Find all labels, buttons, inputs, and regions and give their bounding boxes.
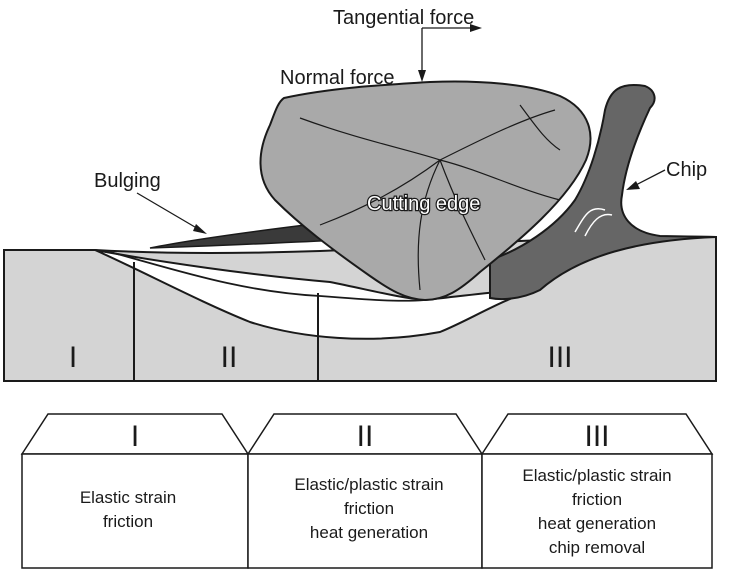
legend-box-2-line-3: heat generation — [310, 523, 428, 542]
tool-crack-4 — [417, 159, 441, 291]
tool-crack-5 — [319, 159, 441, 226]
legend-box-3-line-3: heat generation — [538, 514, 656, 533]
force-arrow-down-head — [418, 70, 426, 82]
chip-curl-line-1 — [574, 208, 606, 233]
legend-box-3-line-1: Elastic/plastic strain — [522, 466, 671, 485]
chip-curl-line-2 — [584, 213, 613, 237]
bulging-pointer-line — [136, 192, 201, 231]
legend-box-3-numeral: III — [584, 420, 609, 453]
legend-box-2-line-1: Elastic/plastic strain — [294, 475, 443, 494]
legend-box-1-numeral: I — [131, 420, 139, 453]
bulging-label: Bulging — [94, 170, 161, 192]
cutting-edge-label: Cutting edge — [367, 193, 480, 215]
legend-box-3-line-4: chip removal — [549, 538, 645, 557]
chip-pointer-head — [626, 181, 640, 190]
tool-crack-1 — [299, 117, 441, 161]
legend-box-2-line-2: friction — [344, 499, 394, 518]
legend-box-3: III Elastic/plastic strain friction heat… — [480, 413, 714, 569]
chip — [489, 84, 717, 300]
legend-box-1-body — [21, 453, 249, 569]
normal-force-label: Normal force — [280, 67, 394, 89]
bulging-pointer-head — [193, 224, 207, 234]
legend-box-1: I Elastic strain friction — [20, 413, 250, 569]
tool-crack-3 — [439, 159, 486, 261]
legend-box-3-body — [481, 453, 713, 569]
cutting-tool — [259, 80, 592, 302]
tool-crack-6 — [439, 159, 561, 201]
legend-box-1-line-2: friction — [103, 512, 153, 531]
legend-box-3-line-2: friction — [572, 490, 622, 509]
force-arrow-right-head — [470, 24, 482, 32]
zone-numeral-1: I — [69, 341, 77, 374]
chip-label: Chip — [666, 159, 707, 181]
zone-numeral-3: III — [547, 341, 572, 374]
legend-box-2: II Elastic/plastic strain friction heat … — [246, 413, 484, 569]
tangential-force-label: Tangential force — [333, 7, 474, 29]
tool-crack-7 — [519, 104, 561, 151]
tool-crack-2 — [439, 109, 556, 161]
legend-box-1-line-1: Elastic strain — [80, 488, 176, 507]
zone-numeral-2: II — [221, 341, 238, 374]
legend-box-2-numeral: II — [357, 420, 374, 453]
inner-deformation-line — [109, 251, 426, 302]
legend-box-2-body — [247, 453, 483, 569]
